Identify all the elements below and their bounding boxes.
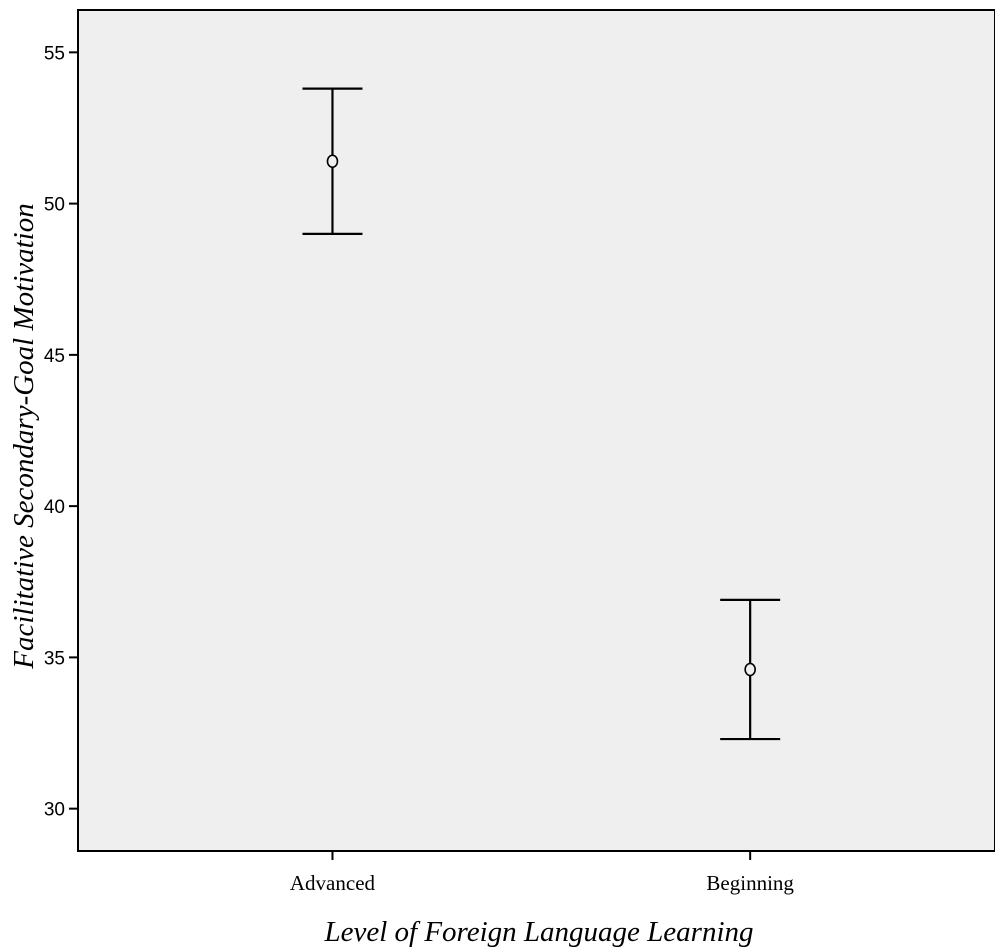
y-tick-label: 40 bbox=[44, 497, 65, 518]
mean-point-advanced bbox=[326, 154, 339, 169]
x-axis-title: Level of Foreign Language Learning bbox=[323, 916, 753, 947]
y-axis-title: Facilitative Secondary-Goal Motivation bbox=[8, 203, 40, 670]
y-tick-label: 45 bbox=[44, 346, 65, 367]
mean-point-beginning bbox=[744, 662, 756, 677]
x-tick-label-advanced: Advanced bbox=[290, 871, 376, 895]
x-tick-label-beginning: Beginning bbox=[706, 871, 794, 895]
y-axis-ticks: 30 35 40 45 50 55 bbox=[44, 43, 78, 821]
y-tick-label: 35 bbox=[44, 648, 65, 669]
y-tick-label: 50 bbox=[44, 195, 65, 216]
data-marks bbox=[302, 87, 781, 741]
y-tick-label: 55 bbox=[44, 43, 65, 64]
plot-area bbox=[77, 9, 995, 852]
y-tick-label: 30 bbox=[44, 800, 65, 821]
x-axis-ticks: Advanced Beginning bbox=[290, 851, 794, 895]
